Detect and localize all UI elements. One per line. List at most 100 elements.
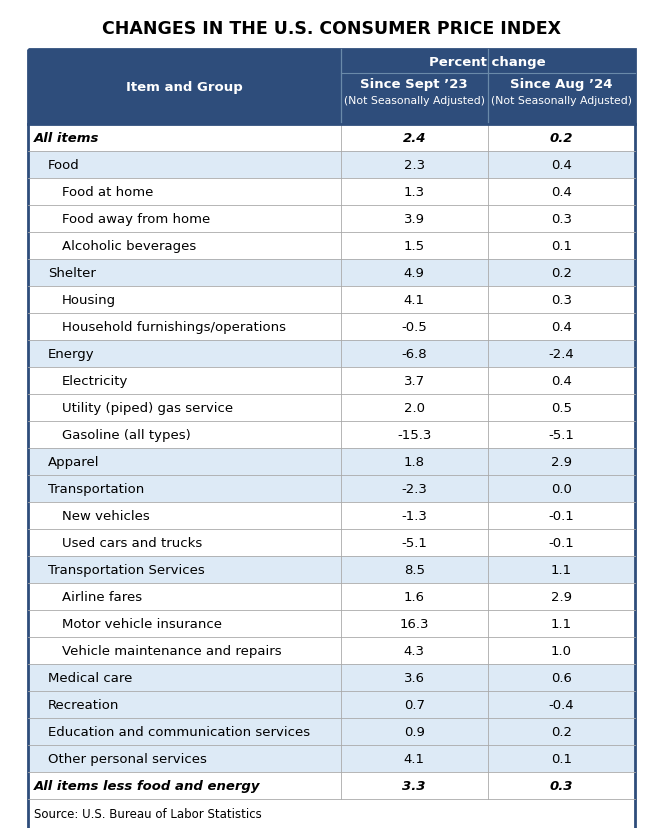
Text: All items: All items (34, 132, 99, 145)
Text: Shelter: Shelter (48, 267, 96, 280)
Text: 2.0: 2.0 (404, 402, 425, 415)
Text: 4.1: 4.1 (404, 752, 425, 765)
Bar (28, 664, 635, 691)
Text: 4.1: 4.1 (404, 294, 425, 306)
Bar (28, 152, 635, 179)
Text: 0.2: 0.2 (551, 725, 572, 738)
Bar (28, 638, 635, 664)
Text: 1.0: 1.0 (551, 644, 572, 657)
Bar (28, 799, 635, 828)
Text: New vehicles: New vehicles (62, 509, 150, 522)
Text: 0.1: 0.1 (551, 752, 572, 765)
Text: Item and Group: Item and Group (126, 81, 243, 94)
Text: 16.3: 16.3 (399, 617, 429, 630)
Text: 0.0: 0.0 (551, 483, 572, 495)
Text: 2.4: 2.4 (402, 132, 426, 145)
Text: Medical care: Medical care (48, 672, 133, 684)
Text: Utility (piped) gas service: Utility (piped) gas service (62, 402, 233, 415)
Text: -6.8: -6.8 (401, 348, 427, 360)
Bar (28, 475, 635, 503)
Text: 0.5: 0.5 (551, 402, 572, 415)
Bar (28, 421, 635, 449)
Text: 8.5: 8.5 (404, 563, 425, 576)
Bar (28, 583, 635, 610)
Bar (28, 772, 635, 799)
Text: 0.4: 0.4 (551, 159, 572, 171)
Text: -2.3: -2.3 (401, 483, 427, 495)
Bar (28, 50, 635, 125)
Text: 4.3: 4.3 (404, 644, 425, 657)
Text: Since Aug ’24: Since Aug ’24 (510, 78, 613, 91)
Text: 1.3: 1.3 (404, 185, 425, 199)
Text: Household furnishings/operations: Household furnishings/operations (62, 320, 286, 334)
Bar (28, 314, 635, 340)
Text: 3.9: 3.9 (404, 213, 425, 226)
Bar (28, 125, 635, 152)
Text: -2.4: -2.4 (548, 348, 574, 360)
Text: Motor vehicle insurance: Motor vehicle insurance (62, 617, 222, 630)
Text: All items less food and energy: All items less food and energy (34, 779, 261, 792)
Text: Alcoholic beverages: Alcoholic beverages (62, 240, 196, 253)
Text: (Not Seasonally Adjusted): (Not Seasonally Adjusted) (491, 96, 632, 106)
Bar (28, 449, 635, 475)
Text: 0.6: 0.6 (551, 672, 572, 684)
Text: 1.5: 1.5 (404, 240, 425, 253)
Text: Source: U.S. Bureau of Labor Statistics: Source: U.S. Bureau of Labor Statistics (34, 807, 262, 821)
Text: 3.3: 3.3 (402, 779, 426, 792)
Text: Vehicle maintenance and repairs: Vehicle maintenance and repairs (62, 644, 282, 657)
Text: 0.9: 0.9 (404, 725, 424, 738)
Text: 3.6: 3.6 (404, 672, 425, 684)
Text: -5.1: -5.1 (401, 537, 427, 549)
Bar (28, 529, 635, 556)
Text: 0.2: 0.2 (551, 267, 572, 280)
Text: 1.8: 1.8 (404, 455, 425, 469)
Text: Housing: Housing (62, 294, 116, 306)
Text: 1.1: 1.1 (551, 617, 572, 630)
Text: -1.3: -1.3 (401, 509, 427, 522)
Text: Food at home: Food at home (62, 185, 153, 199)
Text: Since Sept ’23: Since Sept ’23 (361, 78, 468, 91)
Text: Recreation: Recreation (48, 698, 119, 711)
Bar (28, 610, 635, 638)
Text: Electricity: Electricity (62, 374, 129, 388)
Text: Gasoline (all types): Gasoline (all types) (62, 428, 191, 441)
Text: 0.4: 0.4 (551, 374, 572, 388)
Text: -5.1: -5.1 (548, 428, 574, 441)
Bar (28, 691, 635, 718)
Text: 1.6: 1.6 (404, 590, 425, 604)
Text: -15.3: -15.3 (397, 428, 432, 441)
Text: 2.9: 2.9 (551, 455, 572, 469)
Text: Food away from home: Food away from home (62, 213, 210, 226)
Text: Airline fares: Airline fares (62, 590, 142, 604)
Bar (28, 368, 635, 394)
Text: Other personal services: Other personal services (48, 752, 207, 765)
Text: -0.1: -0.1 (548, 509, 574, 522)
Bar (28, 205, 635, 233)
Text: 0.4: 0.4 (551, 320, 572, 334)
Text: 2.9: 2.9 (551, 590, 572, 604)
Text: -0.5: -0.5 (401, 320, 427, 334)
Text: 3.7: 3.7 (404, 374, 425, 388)
Text: Used cars and trucks: Used cars and trucks (62, 537, 202, 549)
Bar (28, 340, 635, 368)
Text: Apparel: Apparel (48, 455, 99, 469)
Bar (28, 233, 635, 260)
Bar (28, 556, 635, 583)
Bar (28, 394, 635, 421)
Bar (28, 503, 635, 529)
Text: CHANGES IN THE U.S. CONSUMER PRICE INDEX: CHANGES IN THE U.S. CONSUMER PRICE INDEX (102, 20, 561, 38)
Text: -0.1: -0.1 (548, 537, 574, 549)
Text: 4.9: 4.9 (404, 267, 424, 280)
Text: 0.3: 0.3 (550, 779, 573, 792)
Bar (28, 260, 635, 286)
Text: Education and communication services: Education and communication services (48, 725, 310, 738)
Text: Percent change: Percent change (430, 56, 546, 69)
Text: 0.4: 0.4 (551, 185, 572, 199)
Text: 0.1: 0.1 (551, 240, 572, 253)
Text: Energy: Energy (48, 348, 95, 360)
Bar (28, 286, 635, 314)
Text: Transportation: Transportation (48, 483, 145, 495)
Text: -0.4: -0.4 (548, 698, 574, 711)
Text: 0.3: 0.3 (551, 294, 572, 306)
Text: (Not Seasonally Adjusted): (Not Seasonally Adjusted) (343, 96, 485, 106)
